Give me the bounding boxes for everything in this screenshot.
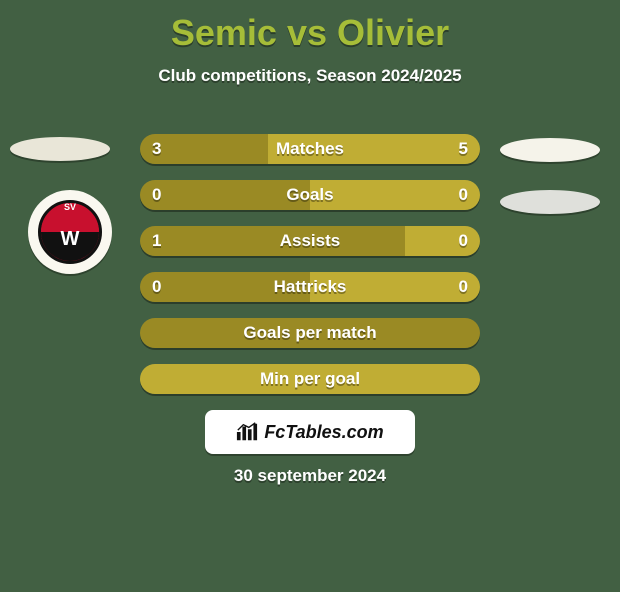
stat-bar-left-value: 0: [152, 272, 161, 302]
stat-bar-label: Assists: [140, 226, 480, 256]
footer-brand-text: FcTables.com: [264, 422, 383, 443]
player-left-club-badge: SV W: [28, 190, 112, 274]
stat-bar-left-value: 0: [152, 180, 161, 210]
subtitle: Club competitions, Season 2024/2025: [0, 66, 620, 86]
stat-bar-row: Assists1 0: [140, 226, 480, 256]
stat-bar-left-value: 1: [152, 226, 161, 256]
stat-bar-label: Goals: [140, 180, 480, 210]
stat-bar-row: Goals per match: [140, 318, 480, 348]
stat-bar-right-value: 0: [459, 180, 468, 210]
stat-bar-row: Hattricks0 0: [140, 272, 480, 302]
stat-bar-label: Goals per match: [140, 318, 480, 348]
club-badge-inner: SV W: [38, 200, 102, 264]
title-vs: vs: [287, 12, 327, 53]
stat-bar-label: Min per goal: [140, 364, 480, 394]
player-right-avatar-placeholder: [500, 138, 600, 162]
stat-bar-label: Matches: [140, 134, 480, 164]
stat-bar-row: Goals0 0: [140, 180, 480, 210]
bar-chart-icon: [236, 422, 258, 442]
badge-text-w: W: [61, 228, 80, 251]
comparison-bars: Matches35Goals00Assists10Hattricks00Goal…: [140, 134, 480, 410]
player-right-club-placeholder: [500, 190, 600, 214]
stat-bar-label: Hattricks: [140, 272, 480, 302]
title-player2: Olivier: [337, 12, 449, 53]
stat-bar-row: Min per goal: [140, 364, 480, 394]
footer-brand-badge: FcTables.com: [205, 410, 415, 454]
stat-bar-right-value: 0: [459, 272, 468, 302]
badge-text-sv: SV: [64, 202, 76, 212]
player-left-avatar-placeholder: [10, 137, 110, 161]
stat-bar-row: Matches3 5: [140, 134, 480, 164]
page-title: Semic vs Olivier: [0, 12, 620, 54]
stat-bar-left-value: 3: [152, 134, 161, 164]
title-player1: Semic: [171, 12, 277, 53]
stat-bar-right-value: 0: [459, 226, 468, 256]
stat-bar-right-value: 5: [459, 134, 468, 164]
footer-date: 30 september 2024: [0, 466, 620, 486]
